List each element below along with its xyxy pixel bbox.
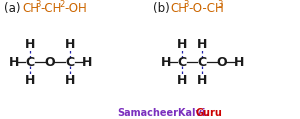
Text: SamacheerKalvi.: SamacheerKalvi. xyxy=(117,108,209,118)
Text: 3: 3 xyxy=(217,0,222,9)
Text: C: C xyxy=(65,55,75,69)
Text: Guru: Guru xyxy=(196,108,223,118)
Text: CH: CH xyxy=(22,2,39,15)
Text: 3: 3 xyxy=(35,0,40,9)
Text: H: H xyxy=(197,74,207,87)
Text: (a): (a) xyxy=(4,2,20,15)
Text: -OH: -OH xyxy=(64,2,87,15)
Text: H: H xyxy=(25,37,35,50)
Text: (b): (b) xyxy=(153,2,170,15)
Text: O: O xyxy=(217,55,227,69)
Text: H: H xyxy=(177,74,187,87)
Text: C: C xyxy=(177,55,187,69)
Text: H: H xyxy=(234,55,244,69)
Text: CH: CH xyxy=(170,2,187,15)
Text: C: C xyxy=(26,55,34,69)
Text: H: H xyxy=(82,55,92,69)
Text: 2: 2 xyxy=(59,0,64,9)
Text: O: O xyxy=(45,55,55,69)
Text: H: H xyxy=(9,55,19,69)
Text: H: H xyxy=(65,74,75,87)
Text: C: C xyxy=(197,55,207,69)
Text: H: H xyxy=(177,37,187,50)
Text: -O-CH: -O-CH xyxy=(188,2,224,15)
Text: 3: 3 xyxy=(183,0,188,9)
Text: H: H xyxy=(197,37,207,50)
Text: H: H xyxy=(65,37,75,50)
Text: -CH: -CH xyxy=(40,2,62,15)
Text: H: H xyxy=(161,55,171,69)
Text: H: H xyxy=(25,74,35,87)
